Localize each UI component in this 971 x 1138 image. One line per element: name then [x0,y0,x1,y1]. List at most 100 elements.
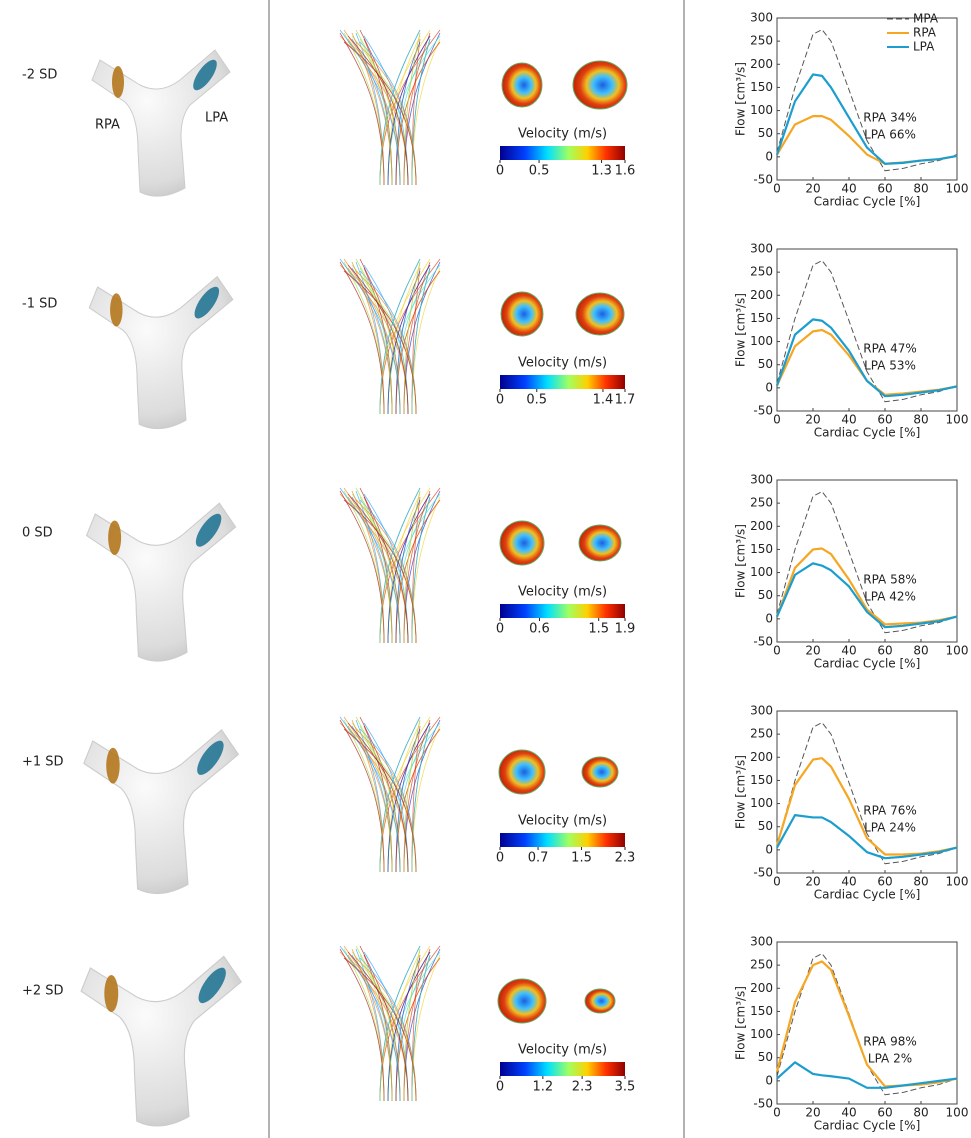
row-label: +2 SD [22,984,64,999]
y-axis-label: Flow [cm³/s] [734,62,748,136]
streamlines [340,717,440,872]
y-tick-label: -50 [753,635,773,649]
row-label: +1 SD [22,755,64,770]
colorbar-tick-label: 1.5 [588,622,609,637]
colorbar [500,1062,625,1076]
rpa-section [502,63,542,107]
annotation: RPA 58% [863,573,917,587]
annotation: LPA 24% [864,821,916,835]
x-tick-label: 20 [805,644,820,658]
y-tick-label: 100 [750,103,773,117]
lpa-section [573,61,627,109]
streamline [360,488,400,643]
row-label: -1 SD [22,297,57,312]
colorbar-tick-label: 1.9 [615,622,636,637]
rpa-section [499,750,545,794]
colorbar-tick-label: 1.3 [591,164,612,179]
colorbar [500,604,625,618]
y-tick-label: 100 [750,1027,773,1041]
annotation: LPA 2% [868,1052,912,1066]
colorbar-tick-label: 2.3 [615,851,636,866]
y-tick-label: 150 [750,311,773,325]
streamline [340,952,408,1101]
x-axis-label: Cardiac Cycle [%] [814,657,921,671]
y-tick-label: 250 [750,496,773,510]
lpa-section [576,293,624,335]
line-chart: -50050100150200250300020406080100Cardiac… [734,242,969,440]
x-tick-label: 0 [773,644,781,658]
x-tick-label: 40 [841,875,856,889]
x-tick-label: 0 [773,875,781,889]
y-tick-label: 150 [750,1004,773,1018]
x-tick-label: 40 [841,644,856,658]
colorbar [500,833,625,847]
y-tick-label: 100 [750,334,773,348]
row-label: -2 SD [22,68,57,83]
y-tick-label: 200 [750,750,773,764]
vessel-model [87,503,236,661]
x-tick-label: 20 [805,1106,820,1120]
rpa-section [500,521,544,565]
colorbar-tick-label: 0 [496,393,504,408]
colorbar-tick-label: 0.5 [526,393,547,408]
x-tick-label: 60 [877,1106,892,1120]
y-tick-label: 0 [765,842,773,856]
legend-label: MPA [913,12,939,26]
x-tick-label: 40 [841,413,856,427]
x-tick-label: 80 [913,413,928,427]
lpa-label: LPA [205,111,228,126]
x-axis-label: Cardiac Cycle [%] [814,888,921,902]
x-tick-label: 80 [913,875,928,889]
y-tick-label: 300 [750,704,773,718]
y-tick-label: 150 [750,80,773,94]
annotation: LPA 66% [864,128,916,142]
x-tick-label: 20 [805,875,820,889]
y-axis-label: Flow [cm³/s] [734,293,748,367]
colorbar-title: Velocity (m/s) [518,814,607,829]
x-axis-label: Cardiac Cycle [%] [814,195,921,209]
colorbar-tick-label: 0 [496,622,504,637]
x-tick-label: 20 [805,413,820,427]
colorbar [500,146,625,160]
rpa-label: RPA [95,118,120,133]
rpa-plane [104,975,118,1012]
annotation: LPA 42% [864,590,916,604]
rpa-plane [108,520,121,555]
y-tick-label: 250 [750,958,773,972]
streamline [360,946,400,1101]
y-tick-label: 150 [750,542,773,556]
y-tick-label: 250 [750,265,773,279]
x-tick-label: 0 [773,413,781,427]
legend-label: LPA [913,40,935,54]
y-tick-label: -50 [753,173,773,187]
colorbar-tick-label: 1.6 [615,164,636,179]
streamline [360,30,400,185]
plot-frame [777,942,957,1104]
y-tick-label: 50 [758,357,773,371]
rpa-plane [112,66,124,98]
y-tick-label: 0 [765,380,773,394]
colorbar-tick-label: 0 [496,164,504,179]
y-tick-label: 100 [750,565,773,579]
x-tick-label: 100 [946,413,969,427]
vessel-model [84,730,239,894]
x-tick-label: 100 [946,644,969,658]
vessel-model [81,956,241,1126]
streamlines [340,946,440,1101]
y-tick-label: 0 [765,1073,773,1087]
row-label: 0 SD [22,526,53,541]
y-tick-label: 200 [750,57,773,71]
rpa-plane [110,293,122,326]
colorbar-tick-label: 0.6 [529,622,550,637]
colorbar-title: Velocity (m/s) [518,356,607,371]
annotation: RPA 47% [863,342,917,356]
colorbar-tick-label: 0.5 [529,164,550,179]
y-tick-label: -50 [753,866,773,880]
y-tick-label: 50 [758,588,773,602]
colorbar-tick-label: 0.7 [528,851,549,866]
plot-frame [777,249,957,411]
lpa-section [582,757,618,787]
line-chart: -50050100150200250300020406080100Cardiac… [734,11,969,209]
lpa-section [579,525,621,561]
vessel-model [89,277,233,429]
